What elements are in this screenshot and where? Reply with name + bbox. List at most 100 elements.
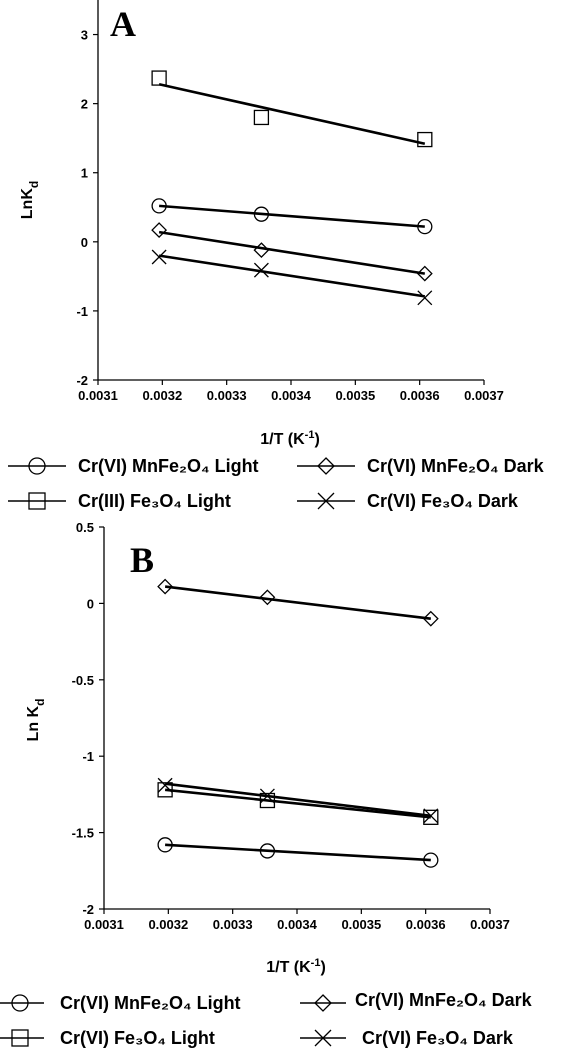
x-axis-label-b: 1/T (K-1) [266,957,326,976]
data-point-diamond [422,610,439,627]
x-tick-label: 0.0031 [78,388,118,403]
x-tick-label: 0.0034 [271,388,312,403]
x-tick-label: 0.0035 [341,917,381,932]
diamond-marker-icon [317,457,335,475]
y-tick-label: 3 [81,28,88,43]
fit-line-diamond [164,585,431,620]
legend-label: Cr(VI) Fe₃O₄ Light [60,1028,215,1048]
data-point-square [157,782,173,798]
cross-marker-icon [314,1029,332,1047]
markers-a [151,70,433,306]
cross-marker-icon [317,492,335,510]
x-tick-label: 0.0035 [335,388,375,403]
legend-item-a-circle: Cr(VI) MnFe₂O₄ Light [8,456,259,476]
legend-label: Cr(VI) MnFe₂O₄ Dark [355,990,533,1010]
x-tick-label: 0.0037 [464,388,504,403]
fit-line-square [158,83,426,145]
y-tick-label: -0.5 [72,673,94,688]
fit-lines-a [158,83,426,298]
legend-label: Cr(VI) Fe₃O₄ Dark [362,1028,514,1048]
x-axis-label-a: 1/T (K-1) [260,429,320,448]
data-point-diamond [416,265,433,282]
fit-lines-b [164,585,431,862]
legend-item-b-cross: Cr(VI) Fe₃O₄ Dark [300,1028,514,1048]
panel-label-a: A [110,4,136,44]
fit-line-square [164,788,431,819]
axes-a [97,0,484,381]
x-tick-label: 0.0037 [470,917,510,932]
x-tick-label: 0.0033 [207,388,247,403]
fit-line-cross [164,782,431,818]
data-point-diamond [157,578,174,595]
legend-label: Cr(VI) MnFe₂O₄ Light [78,456,259,476]
data-point-cross [259,788,275,804]
x-tick-label: 0.0031 [84,917,124,932]
fit-line-circle [159,204,425,228]
data-point-circle [157,837,173,853]
y-tick-label: -2 [82,902,94,917]
y-tick-label: -1 [82,749,94,764]
markers-b [157,578,439,868]
legend-item-b-square: Cr(VI) Fe₃O₄ Light [0,1028,215,1048]
x-tick-label: 0.0032 [148,917,188,932]
y-tick-label: 0.5 [76,520,94,535]
data-point-square [253,109,270,126]
legend-label: Cr(III) Fe₃O₄ Light [78,491,231,511]
data-point-square [151,70,167,86]
ticks-a: 0.0031 0.0032 0.0033 0.0034 0.0035 0.0036 0.00… [76,28,503,403]
data-point-cross [253,262,269,278]
data-point-square [259,792,276,809]
data-point-diamond [253,242,270,259]
chart-a: A 0.0031 0.0032 0.0033 0.0034 0.0035 0.0036 0.… [19,0,504,448]
panel-label-b: B [130,540,154,580]
y-tick-label: 0 [81,235,88,250]
data-point-circle [417,218,433,235]
data-point-diamond [259,589,276,606]
chart-b: B 0.0031 0.0032 0.0033 0.0034 0.0035 0.0036 0.… [25,520,510,976]
data-point-square [417,131,433,148]
x-tick-label: 0.0036 [400,388,440,403]
circle-marker-icon [28,457,46,475]
y-axis-label-b: Ln Kd [25,699,47,742]
data-point-cross [417,290,433,306]
x-tick-label: 0.0034 [277,917,318,932]
y-tick-label: 1 [81,166,88,181]
legend-label: Cr(VI) MnFe₂O₄ Light [60,993,241,1013]
fit-line-diamond [158,230,426,275]
data-point-cross [423,808,439,824]
square-marker-icon [11,1029,29,1047]
legend-item-a-square: Cr(III) Fe₃O₄ Light [8,491,231,511]
x-tick-label: 0.0036 [406,917,446,932]
y-tick-label: -1.5 [72,826,94,841]
square-marker-icon [28,492,46,510]
x-tick-label: 0.0033 [213,917,253,932]
legend-item-a-cross: Cr(VI) Fe₃O₄ Dark [297,491,519,511]
fit-line-cross [158,254,426,298]
x-tick-label: 0.0032 [142,388,182,403]
data-point-circle [259,843,276,859]
y-tick-label: -1 [76,304,88,319]
legend-label: Cr(VI) MnFe₂O₄ Dark [367,456,545,476]
data-point-circle [151,198,167,214]
data-point-cross [157,777,173,793]
data-point-circle [253,206,270,222]
data-point-cross [151,249,167,265]
data-point-circle [423,852,439,868]
fit-line-circle [165,843,431,862]
legend-item-b-diamond: Cr(VI) MnFe₂O₄ Dark [300,990,533,1012]
legend-label: Cr(VI) Fe₃O₄ Dark [367,491,519,511]
ticks-b: 0.0031 0.0032 0.0033 0.0034 0.0035 0.0036 0.00… [72,520,510,932]
circle-marker-icon [11,994,29,1012]
legend-a: Cr(VI) MnFe₂O₄ Light Cr(VI) MnFe₂O₄ Dark… [8,456,545,511]
legend-item-a-diamond: Cr(VI) MnFe₂O₄ Dark [297,456,545,476]
y-tick-label: 0 [87,596,94,611]
y-axis-label-a: LnKd [19,181,41,219]
data-point-square [423,809,439,825]
legend-b: Cr(VI) MnFe₂O₄ Light Cr(VI) MnFe₂O₄ Dark… [0,990,533,1048]
legend-item-b-circle: Cr(VI) MnFe₂O₄ Light [0,993,241,1013]
y-tick-label: 2 [81,97,88,112]
y-tick-label: -2 [76,373,88,388]
diamond-marker-icon [314,994,332,1012]
data-point-diamond [151,222,168,238]
